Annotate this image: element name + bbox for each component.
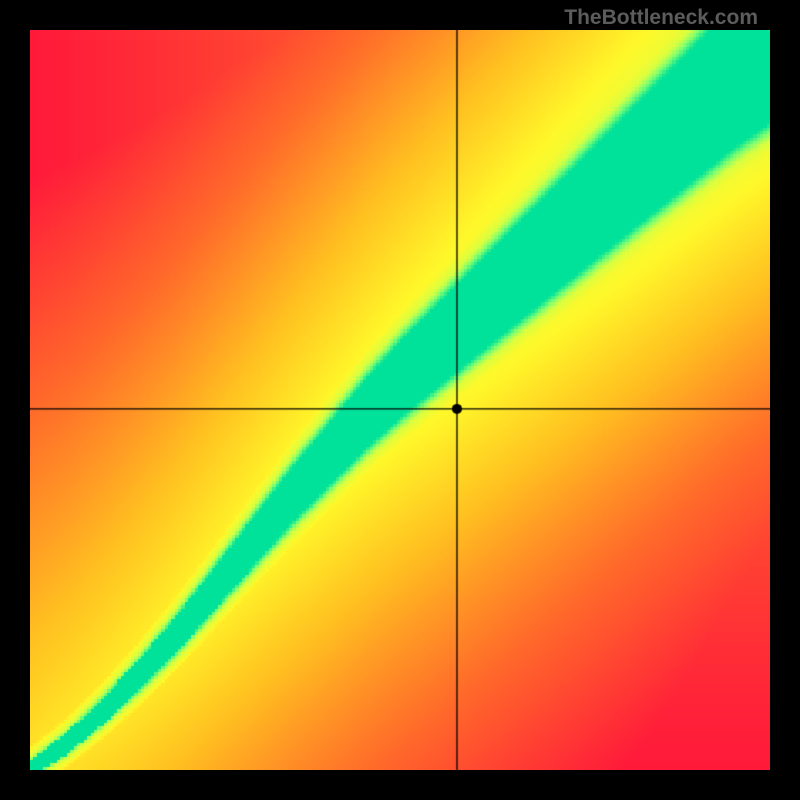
bottleneck-heatmap-canvas (30, 30, 770, 770)
watermark-text: TheBottleneck.com (564, 6, 758, 30)
